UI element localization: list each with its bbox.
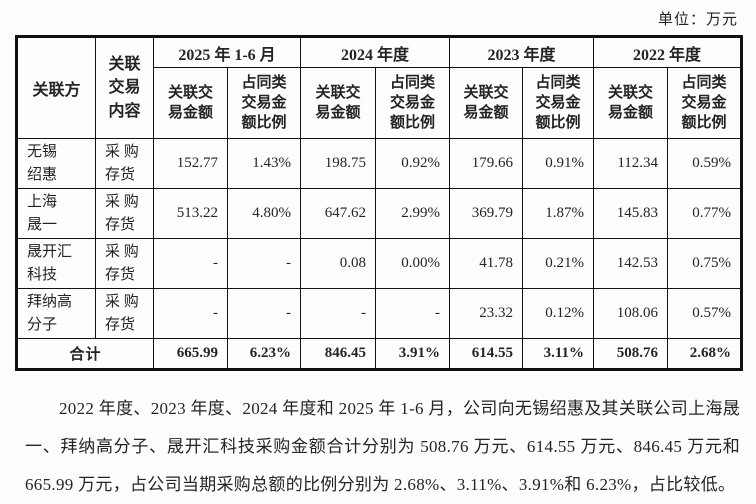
transaction-content: 采 购 存货 — [95, 138, 154, 189]
ratio-cell: 0.00% — [374, 238, 451, 289]
ratio-cell: 0.57% — [667, 288, 743, 339]
header-period-2023: 2023 年度 — [449, 36, 595, 68]
table-row-total: 合计 665.99 6.23% 846.45 3.91% 614.55 3.11… — [16, 338, 743, 370]
amount-cell: - — [153, 288, 228, 339]
amount-cell: 112.34 — [593, 138, 669, 189]
party-name: 晟开汇 科技 — [16, 238, 96, 289]
table-row-baina-polymer: 拜纳高 分子 采 购 存货 - - - - 23.32 0.12% 108.06… — [16, 288, 743, 339]
amount-cell: 142.53 — [593, 238, 669, 289]
header-amount-2023: 关联交 易金额 — [449, 67, 524, 139]
amount-cell: 23.32 — [449, 288, 524, 339]
ratio-cell: - — [374, 288, 451, 339]
unit-label: 单位：万元 — [657, 12, 738, 28]
ratio-cell: - — [227, 288, 301, 339]
transaction-content: 采 购 存货 — [95, 188, 154, 239]
header-ratio-2023: 占同类 交易金 额比例 — [522, 67, 595, 139]
header-transaction-content: 关联 交易 内容 — [95, 36, 154, 139]
party-name: 拜纳高 分子 — [16, 288, 96, 339]
ratio-cell: 0.12% — [522, 288, 595, 339]
amount-cell: - — [300, 288, 376, 339]
header-period-2024: 2024 年度 — [299, 36, 451, 68]
table-header-period-row: 关联方 关联 交易 内容 2025 年 1-6 月 2024 年度 2023 年… — [16, 36, 743, 139]
header-ratio-2024: 占同类 交易金 额比例 — [374, 67, 451, 139]
party-name: 无锡 绍惠 — [16, 138, 96, 189]
table-row-shanghai-shengyi: 上海 晟一 采 购 存货 513.22 4.80% 647.62 2.99% 3… — [16, 188, 743, 239]
total-amount-cell: 614.55 — [449, 338, 524, 370]
amount-cell: 152.77 — [153, 138, 228, 189]
ratio-cell: 0.91% — [522, 138, 595, 189]
table-row-wuxi-shaohui: 无锡 绍惠 采 购 存货 152.77 1.43% 198.75 0.92% 1… — [16, 138, 743, 189]
amount-cell: - — [153, 238, 228, 289]
total-ratio-cell: 6.23% — [227, 338, 301, 370]
ratio-cell: 0.92% — [374, 138, 451, 189]
amount-cell: 0.08 — [300, 238, 376, 289]
amount-cell: 145.83 — [593, 188, 669, 239]
header-amount-2025h1: 关联交 易金额 — [153, 67, 228, 139]
ratio-cell: 0.21% — [522, 238, 595, 289]
amount-cell: 513.22 — [153, 188, 228, 239]
amount-cell: 179.66 — [449, 138, 524, 189]
total-ratio-cell: 2.68% — [667, 338, 743, 370]
ratio-cell: 1.43% — [227, 138, 301, 189]
header-amount-2022: 关联交 易金额 — [593, 67, 669, 139]
ratio-cell: 1.87% — [522, 188, 595, 239]
total-ratio-cell: 3.91% — [374, 338, 451, 370]
total-ratio-cell: 3.11% — [522, 338, 595, 370]
ratio-cell: - — [227, 238, 301, 289]
amount-cell: 108.06 — [593, 288, 669, 339]
transaction-content: 采 购 存货 — [95, 288, 154, 339]
ratio-cell: 0.59% — [667, 138, 743, 189]
related-transactions-table: 关联方 关联 交易 内容 2025 年 1-6 月 2024 年度 2023 年… — [15, 35, 744, 371]
party-name: 上海 晟一 — [16, 188, 96, 239]
amount-cell: 369.79 — [449, 188, 524, 239]
total-amount-cell: 665.99 — [153, 338, 228, 370]
amount-cell: 41.78 — [449, 238, 524, 289]
transaction-content: 采 购 存货 — [95, 238, 154, 289]
table-row-shengkaihui-tech: 晟开汇 科技 采 购 存货 - - 0.08 0.00% 41.78 0.21%… — [16, 238, 743, 289]
total-amount-cell: 846.45 — [300, 338, 376, 370]
amount-cell: 647.62 — [300, 188, 376, 239]
amount-cell: 198.75 — [300, 138, 376, 189]
header-period-2022: 2022 年度 — [593, 36, 743, 68]
header-related-party: 关联方 — [16, 36, 96, 139]
ratio-cell: 2.99% — [374, 188, 451, 239]
total-label: 合计 — [16, 338, 154, 370]
summary-paragraph: 2022 年度、2023 年度、2024 年度和 2025 年 1-6 月，公司… — [25, 399, 740, 494]
header-amount-2024: 关联交 易金额 — [300, 67, 376, 139]
table-header-metric-row: 关联交 易金额 占同类 交易金 额比例 关联交 易金额 占同类 交易金 额比例 … — [17, 67, 743, 139]
header-period-2025h1: 2025 年 1-6 月 — [153, 36, 301, 68]
total-amount-cell: 508.76 — [593, 338, 669, 370]
ratio-cell: 4.80% — [227, 188, 301, 239]
ratio-cell: 0.77% — [667, 188, 743, 239]
header-ratio-2022: 占同类 交易金 额比例 — [667, 67, 743, 139]
ratio-cell: 0.75% — [667, 238, 743, 289]
header-ratio-2025h1: 占同类 交易金 额比例 — [227, 67, 301, 139]
